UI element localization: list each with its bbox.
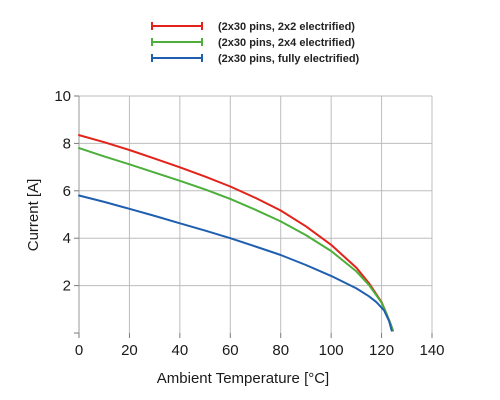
x-tick-label: 40 — [172, 342, 189, 359]
grid — [78, 95, 433, 333]
x-tick-label: 120 — [369, 342, 394, 359]
y-tick-label: 4 — [63, 230, 71, 247]
legend-label: (2x30 pins, fully electrified) — [218, 53, 360, 65]
legend: (2x30 pins, 2x2 electrified) (2x30 pins, … — [151, 21, 360, 65]
x-tick-label: 60 — [222, 342, 239, 359]
x-tick-label: 80 — [272, 342, 289, 359]
x-axis-title: Ambient Temperature [°C] — [157, 370, 329, 387]
y-tick-label: 8 — [63, 135, 71, 152]
y-tick-label: 2 — [63, 278, 71, 295]
x-tick-label: 20 — [121, 342, 138, 359]
series-line-3 — [78, 194, 393, 332]
series-line-2 — [78, 147, 394, 332]
legend-item-1: (2x30 pins, 2x2 electrified) — [151, 21, 355, 33]
axis-ticks: 0 20 40 60 80 100 120 140 2 4 6 8 10 — [54, 88, 444, 359]
x-tick-label: 140 — [419, 342, 444, 359]
legend-label: (2x30 pins, 2x2 electrified) — [218, 21, 355, 33]
y-tick-label: 10 — [54, 88, 71, 105]
legend-label: (2x30 pins, 2x4 electrified) — [218, 37, 355, 49]
x-tick-label: 0 — [75, 342, 83, 359]
series-lines — [78, 134, 394, 332]
x-tick-label: 100 — [319, 342, 344, 359]
y-axis-title: Current [A] — [25, 179, 42, 252]
series-line-1 — [78, 134, 394, 332]
legend-item-3: (2x30 pins, fully electrified) — [151, 53, 360, 65]
legend-item-2: (2x30 pins, 2x4 electrified) — [151, 37, 355, 49]
y-tick-label: 6 — [63, 183, 71, 200]
